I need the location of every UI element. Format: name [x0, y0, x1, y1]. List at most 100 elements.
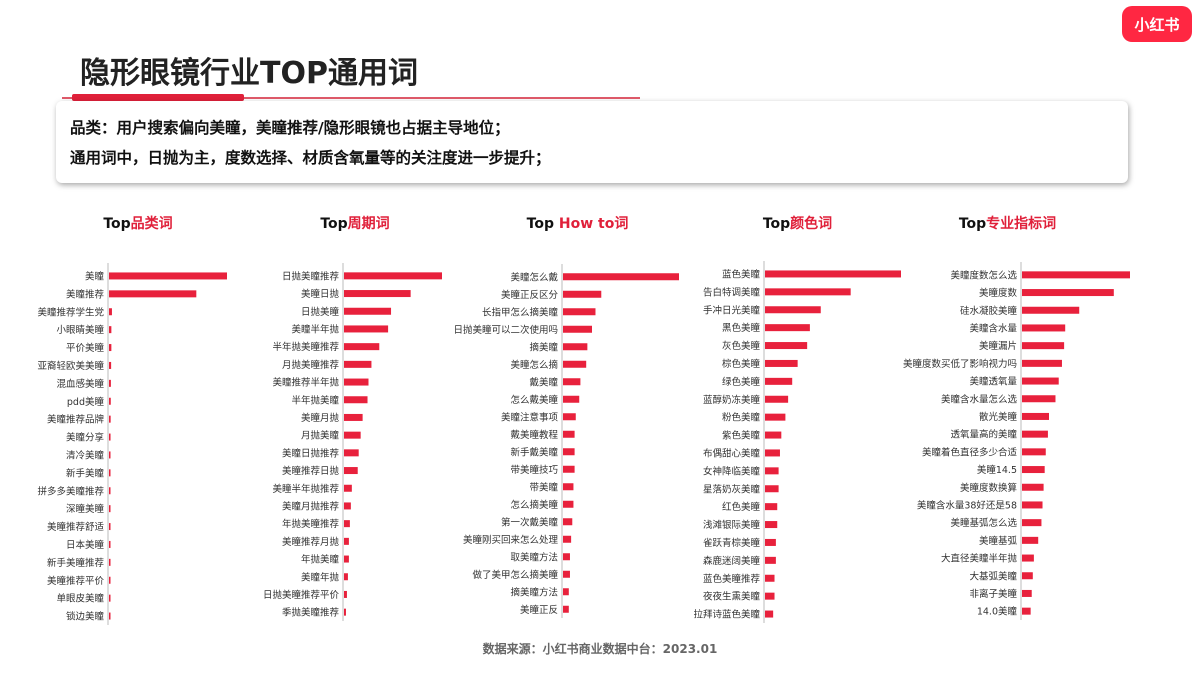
bar [1022, 589, 1032, 597]
category-label: 月抛美瞳 [301, 430, 340, 442]
category-label: 新手戴美瞳 [510, 446, 558, 458]
category-label: 亚裔轻欧美美瞳 [37, 360, 104, 372]
bar [344, 467, 358, 475]
bar [109, 415, 111, 423]
category-label: 怎么戴美瞳 [510, 394, 558, 406]
bar [765, 431, 782, 439]
chart-cycle-words: Top周期词 日抛美瞳推荐 美瞳日抛 日抛美瞳 美瞳半年抛 半年抛美瞳推荐 月抛美瞳推荐美… [255, 205, 455, 625]
bar [344, 555, 349, 563]
title-underline [62, 97, 640, 99]
bar [563, 413, 576, 421]
category-label: 怎么摘美瞳 [510, 499, 558, 511]
category-label: 美瞳推荐半年抛 [272, 377, 339, 389]
bar [344, 396, 368, 404]
category-label: 雀跃青棕美瞳 [703, 537, 761, 549]
bar [765, 485, 779, 493]
bar [563, 325, 592, 333]
category-label: 季抛美瞳推荐 [282, 607, 340, 619]
category-label: 美瞳刚买回来怎么处理 [463, 534, 559, 546]
category-label: 美瞳推荐 [66, 288, 105, 300]
charts-area: Top品类词 美瞳 美瞳推荐 美瞳推荐学生党 小眼睛美瞳 平价美瞳 亚裔轻欧美美瞳 混血感美… [0, 205, 1200, 635]
category-label: 美瞳推荐舒适 [47, 521, 105, 533]
chart-title: Top颜色词 [762, 216, 833, 232]
bar [765, 395, 789, 403]
bar [109, 290, 197, 298]
bar [1022, 536, 1039, 544]
category-label: 长指甲怎么摘美瞳 [482, 306, 559, 318]
bar [563, 308, 596, 316]
category-label: 黑色美瞳 [722, 322, 761, 334]
category-label: 摘美瞳方法 [510, 586, 558, 598]
bar [109, 379, 111, 387]
summary-line-2: 通用词中，日抛为主，度数选择、材质含氧量等的关注度进一步提升； [70, 149, 551, 167]
category-label: 清冷美瞳 [66, 449, 105, 461]
bar [765, 610, 774, 618]
category-label: 手冲日光美瞳 [703, 304, 761, 316]
category-label: 红色美瞳 [722, 501, 761, 513]
category-label: 蓝色美瞳推荐 [703, 573, 761, 585]
bar [1022, 306, 1080, 314]
category-label: 非离子美瞳 [969, 588, 1017, 600]
bar [344, 272, 442, 280]
category-label: 日抛美瞳 [301, 306, 340, 318]
bar [344, 325, 389, 333]
bar-chart-svg: 蓝色美瞳告白特调美瞳手冲日光美瞳黑色美瞳灰色美瞳棕色美瞳绿色美瞳蓝醇奶冻美瞳粉色… [693, 261, 901, 623]
bar [765, 270, 901, 278]
category-label: 日抛美瞳推荐 [282, 270, 340, 282]
category-label: 美瞳度数怎么选 [950, 269, 1017, 281]
summary-line-1: 品类：用户搜索偏向美瞳，美瞳推荐/隐形眼镜也占据主导地位； [70, 119, 510, 137]
bar [344, 484, 352, 492]
category-label: 深瞳美瞳 [66, 503, 105, 515]
bar [563, 395, 580, 403]
bar [765, 538, 776, 546]
bar [765, 556, 776, 564]
bar [765, 359, 798, 367]
category-label: 美瞳怎么戴 [510, 271, 558, 283]
bar [109, 469, 111, 477]
category-label: 美瞳着色直径多少合适 [922, 446, 1018, 458]
category-label: 美瞳正反 [520, 604, 558, 616]
bar [765, 467, 779, 475]
category-label: 做了美甲怎么摘美瞳 [472, 569, 558, 581]
bar [563, 518, 573, 526]
bar [1022, 483, 1044, 491]
category-label: 美瞳推荐月抛 [282, 536, 340, 548]
bar [765, 592, 775, 600]
bar [563, 360, 587, 368]
bar [1022, 501, 1043, 509]
bar [1022, 324, 1066, 332]
category-label: 浅滩银际美瞳 [703, 519, 761, 531]
bar [109, 576, 111, 584]
bar [109, 540, 111, 548]
bar [109, 272, 227, 280]
bar [765, 449, 780, 457]
bar [344, 520, 350, 528]
category-label: 月抛美瞳推荐 [282, 359, 340, 371]
category-label: 布偶甜心美瞳 [703, 447, 761, 459]
category-label: 森鹿迷阔美瞳 [703, 555, 761, 567]
bar [109, 612, 111, 620]
category-label: pdd美瞳 [67, 396, 105, 408]
chart-title: Top品类词 [103, 216, 173, 232]
category-label: 单眼皮美瞳 [56, 593, 104, 605]
category-label: 美瞳年抛 [301, 571, 340, 583]
bar [109, 523, 111, 531]
bar [344, 449, 359, 457]
bar [109, 487, 111, 495]
category-label: 紫色美瞳 [722, 430, 761, 442]
category-label: 美瞳含水量 [969, 322, 1017, 334]
category-label: 取美瞳方法 [510, 551, 558, 563]
category-label: 日本美瞳 [66, 539, 105, 551]
summary-box: 品类：用户搜索偏向美瞳，美瞳推荐/隐形眼镜也占据主导地位； 通用词中，日抛为主，… [56, 101, 1128, 183]
category-label: 美瞳度数买低了影响视力吗 [903, 358, 1017, 370]
category-label: 散光美瞳 [979, 411, 1018, 423]
bar [1022, 342, 1065, 350]
category-label: 第一次戴美瞳 [501, 516, 559, 528]
category-label: 平价美瞳 [66, 342, 105, 354]
category-label: 美瞳推荐学生党 [37, 306, 104, 318]
bar [1022, 377, 1059, 385]
bar [1022, 289, 1114, 297]
bar [1022, 572, 1033, 580]
category-label: 美瞳推荐平价 [47, 575, 105, 587]
category-label: 新手美瞳推荐 [47, 557, 105, 569]
